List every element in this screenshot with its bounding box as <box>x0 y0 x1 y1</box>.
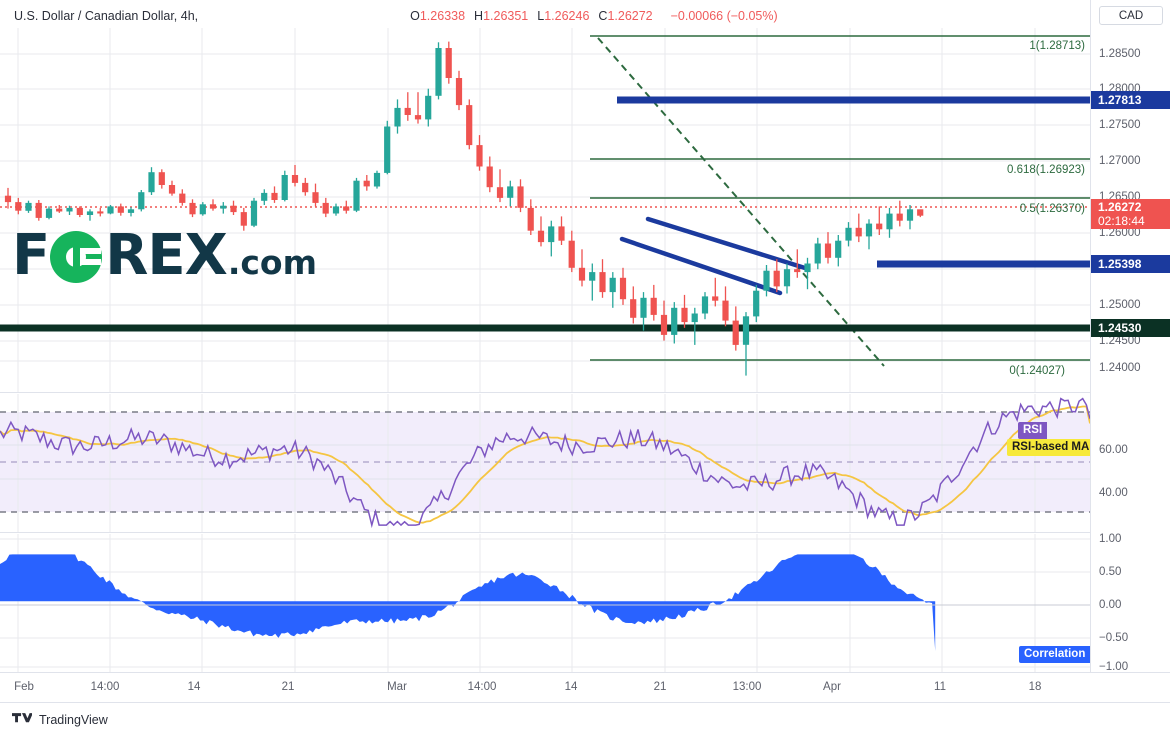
rsi-ma-badge-label[interactable]: RSI-based MA <box>1007 439 1095 456</box>
last-price-value: 1.26272 <box>1098 200 1142 214</box>
rsi-line <box>0 397 1090 529</box>
descending-channel <box>619 216 808 296</box>
time-tick-1: 14:00 <box>90 681 120 693</box>
price-tick-5: 1.26000 <box>1099 227 1141 239</box>
rsi-chart-svg <box>0 394 1090 532</box>
correlation-area <box>0 554 936 651</box>
support-tag-125398[interactable]: 1.25398 <box>1091 255 1170 273</box>
correlation-badge-label[interactable]: Correlation <box>1019 646 1091 663</box>
price-pane[interactable]: 1(1.28713) 0.618(1.26923) 0.5(1.26370) 0… <box>0 28 1090 392</box>
ohlc-high: H1.26351 <box>474 9 529 23</box>
pane-separator-2[interactable] <box>0 532 1170 533</box>
time-tick-10: 11 <box>934 681 946 693</box>
fib-label-1: 1(1.28713) <box>1029 40 1085 52</box>
price-chart-svg <box>0 28 1090 392</box>
time-tick-2: 14 <box>187 681 201 693</box>
time-tick-8: 13:00 <box>732 681 762 693</box>
candlestick-series <box>4 41 924 376</box>
descending-trendline <box>597 37 885 367</box>
price-tick-0: 1.28500 <box>1099 48 1141 60</box>
time-tick-7: 21 <box>653 681 667 693</box>
ohlc-close: C1.26272 <box>598 9 653 23</box>
corr-tick-neg1: −1.00 <box>1099 661 1129 673</box>
time-tick-0: Feb <box>14 681 34 693</box>
channel-upper-line <box>645 216 808 271</box>
ohlc-open: O1.26338 <box>410 9 466 23</box>
time-tick-11: 18 <box>1028 681 1042 693</box>
tradingview-brand-text: TradingView <box>39 712 108 727</box>
last-price-tag[interactable]: 1.26272 02:18:44 <box>1091 199 1170 229</box>
fib-levels <box>590 35 1090 361</box>
fib-label-0618: 0.618(1.26923) <box>1006 164 1085 176</box>
correlation-pane[interactable] <box>0 534 1090 672</box>
resistance-tag-127813[interactable]: 1.27813 <box>1091 91 1170 109</box>
fib-label-05: 0.5(1.26370) <box>1019 203 1085 215</box>
time-tick-6: 14 <box>564 681 578 693</box>
ohlc-values: O1.26338 H1.26351 L1.26246 C1.26272 −0.0… <box>410 9 778 23</box>
tradingview-logo-icon <box>12 712 32 722</box>
price-tick-9: 1.24000 <box>1099 362 1141 374</box>
tradingview-logo[interactable]: TradingView <box>12 713 108 727</box>
chart-legend: U.S. Dollar / Canadian Dollar, 4h, O1.26… <box>14 9 778 23</box>
symbol-title[interactable]: U.S. Dollar / Canadian Dollar, 4h, <box>14 9 199 23</box>
time-tick-9: Apr <box>823 681 841 693</box>
rsi-badge-label[interactable]: RSI <box>1018 422 1048 439</box>
rsi-tick-60: 60.00 <box>1099 444 1128 456</box>
corr-tick-05: 0.50 <box>1099 566 1122 578</box>
footer-bar: TradingView <box>0 702 1170 736</box>
currency-label[interactable]: CAD <box>1099 6 1163 25</box>
correlation-chart-svg <box>0 534 1090 672</box>
corr-tick-neg05: −0.50 <box>1099 632 1129 644</box>
ohlc-low: L1.26246 <box>537 9 590 23</box>
rsi-ma-line <box>0 405 1090 524</box>
corr-tick-0: 0.00 <box>1099 599 1122 611</box>
time-tick-4: Mar <box>387 681 407 693</box>
price-axis[interactable]: CAD 1.28500 1.28000 1.27500 1.27000 1.26… <box>1090 0 1170 673</box>
time-tick-5: 14:00 <box>467 681 497 693</box>
price-tick-8: 1.24500 <box>1099 335 1141 347</box>
price-change: −0.00066 (−0.05%) <box>670 9 778 23</box>
rsi-pane[interactable] <box>0 394 1090 532</box>
support-tag-124530[interactable]: 1.24530 <box>1091 319 1170 337</box>
corr-tick-1: 1.00 <box>1099 533 1122 545</box>
time-axis[interactable]: Feb 14:00 14 21 Mar 14:00 14 21 13:00 Ap… <box>0 672 1170 702</box>
price-tick-2: 1.27500 <box>1099 119 1141 131</box>
price-tick-7: 1.25000 <box>1099 299 1141 311</box>
pane-separator-1[interactable] <box>0 392 1170 393</box>
fib-label-0: 0(1.24027) <box>1009 365 1065 377</box>
grid-vertical <box>17 28 1036 392</box>
time-tick-3: 21 <box>281 681 295 693</box>
price-tick-3: 1.27000 <box>1099 155 1141 167</box>
rsi-tick-40: 40.00 <box>1099 487 1128 499</box>
channel-lower-line <box>619 236 783 296</box>
countdown-timer: 02:18:44 <box>1098 214 1145 228</box>
